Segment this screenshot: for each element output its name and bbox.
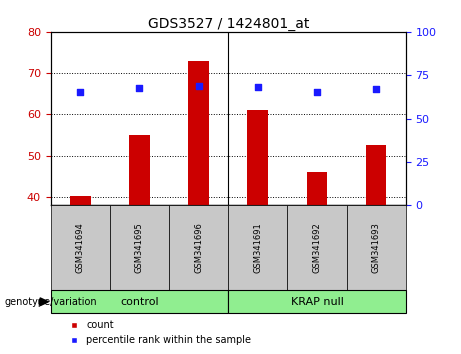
Bar xyxy=(70,196,91,205)
Bar xyxy=(129,135,150,205)
Point xyxy=(136,85,143,91)
Point xyxy=(313,90,320,95)
Bar xyxy=(366,145,386,205)
Legend: count, percentile rank within the sample: count, percentile rank within the sample xyxy=(60,316,255,349)
Text: GSM341696: GSM341696 xyxy=(194,222,203,273)
Text: GSM341695: GSM341695 xyxy=(135,222,144,273)
Text: genotype/variation: genotype/variation xyxy=(5,297,97,307)
Text: GSM341691: GSM341691 xyxy=(253,222,262,273)
Bar xyxy=(248,110,268,205)
Title: GDS3527 / 1424801_at: GDS3527 / 1424801_at xyxy=(148,17,309,31)
Bar xyxy=(307,172,327,205)
Text: KRAP null: KRAP null xyxy=(290,297,343,307)
Bar xyxy=(188,61,209,205)
Text: GSM341692: GSM341692 xyxy=(313,222,321,273)
Point xyxy=(372,86,380,92)
Text: control: control xyxy=(120,297,159,307)
Text: GSM341693: GSM341693 xyxy=(372,222,381,273)
Point xyxy=(77,89,84,95)
Text: GSM341694: GSM341694 xyxy=(76,222,85,273)
Point xyxy=(254,85,261,90)
Point xyxy=(195,84,202,89)
